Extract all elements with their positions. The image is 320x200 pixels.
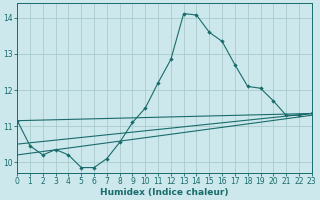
X-axis label: Humidex (Indice chaleur): Humidex (Indice chaleur) bbox=[100, 188, 229, 197]
